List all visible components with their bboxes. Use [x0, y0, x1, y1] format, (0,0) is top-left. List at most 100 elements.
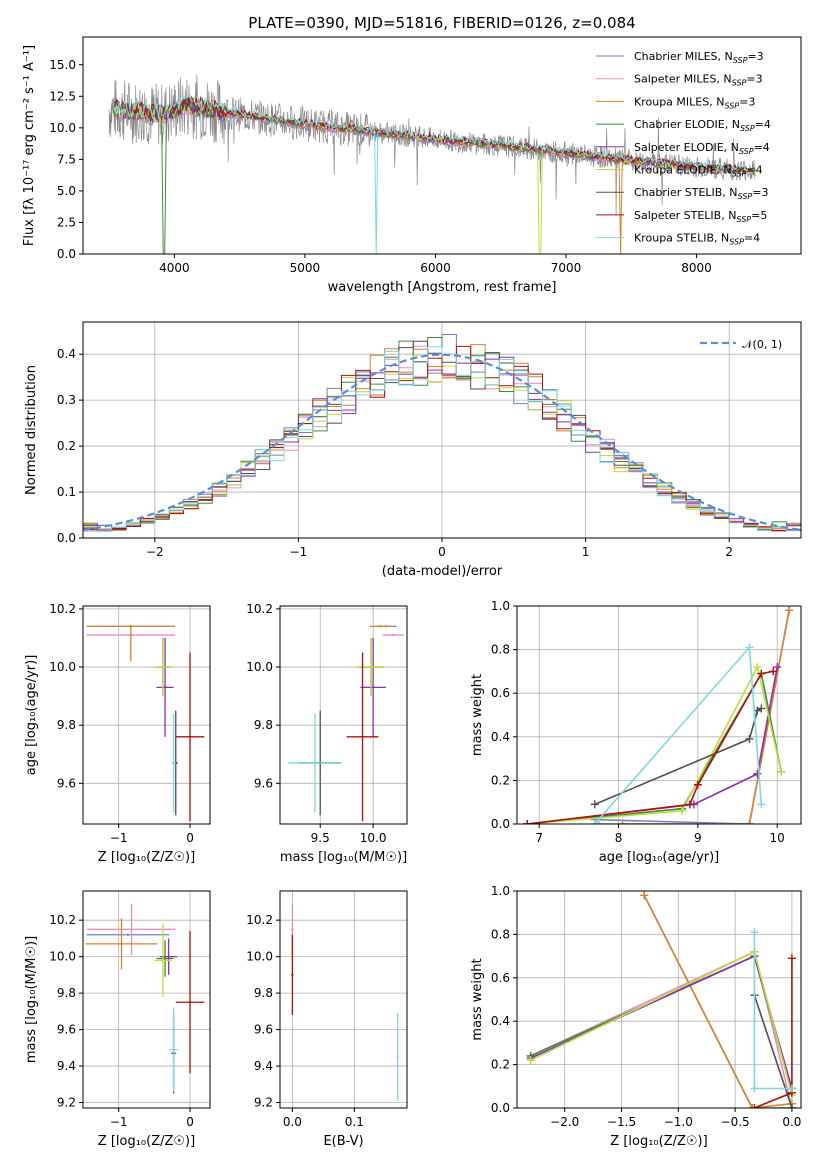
plus-marker — [750, 1084, 759, 1093]
x-axis-label: Z [log₁₀(Z/Z☉)] — [610, 1134, 707, 1149]
y-tick-label: 10.0 — [246, 660, 273, 674]
y-tick-label: 9.6 — [254, 1023, 273, 1037]
y-tick-label: 10.2 — [246, 602, 273, 616]
mass-vs-EBV-panel: 0.0 0.1 9.2 9.4 9.6 9.8 10.0 10.2 E(B-V) — [246, 890, 408, 1149]
x-tick-label: 0 — [186, 1115, 194, 1129]
y-tick-label: 9.6 — [57, 1023, 76, 1037]
data-point — [313, 761, 317, 765]
model-spectrum — [112, 96, 756, 171]
y-tick-label: 12.5 — [49, 89, 76, 103]
x-tick-label: 4000 — [159, 261, 190, 275]
weight-vs-age-grid — [517, 605, 801, 825]
mass-vs-Z-plot-area — [85, 903, 205, 1094]
age-vs-mass-plot-area — [288, 625, 404, 822]
mass-vs-EBV-grid — [280, 891, 407, 1108]
y-axis-label: Normed distribution — [24, 365, 39, 495]
weight-series — [622, 610, 790, 824]
weight-series — [527, 671, 782, 824]
y-axis-label: mass weight — [470, 674, 485, 756]
plus-marker — [590, 820, 599, 824]
plus-marker — [769, 667, 778, 676]
x-tick-label: 7000 — [551, 261, 582, 275]
weight-series — [530, 954, 793, 1089]
x-axis-label: Z [log₁₀(Z/Z☉)] — [98, 1134, 195, 1149]
y-tick-label: 0.1 — [57, 485, 76, 499]
x-tick-label: 9 — [694, 831, 702, 845]
y-tick-label: 10.2 — [246, 913, 273, 927]
residuals-frame — [82, 321, 802, 539]
plus-marker — [787, 1104, 796, 1108]
spectrum-panel: 4000 5000 6000 7000 8000 0.0 2.5 5.0 7.5 10.0 12.5… — [22, 14, 802, 295]
chart-title: PLATE=0390, MJD=51816, FIBERID=0126, z=0… — [248, 14, 635, 32]
data-point — [129, 625, 133, 628]
legend-label: Salpeter STELIB, NSSP=5 — [634, 209, 767, 224]
x-tick-label: 8000 — [681, 261, 712, 275]
spectrum-frame — [82, 36, 802, 255]
y-tick-label: 9.8 — [254, 986, 273, 1000]
data-point — [126, 933, 130, 936]
legend-label: Chabrier MILES, NSSP=3 — [634, 50, 764, 65]
plus-marker — [685, 800, 694, 809]
data-point — [396, 1055, 399, 1059]
x-tick-label: −1 — [290, 545, 308, 559]
mass-vs-Z-grid — [83, 891, 210, 1108]
y-tick-label: 10.0 — [49, 121, 76, 135]
residuals-panel: −2 −1 0 1 2 0.0 0.1 0.2 0.3 0.4 (data-model)/error… — [24, 321, 802, 579]
x-tick-label: 5000 — [290, 261, 321, 275]
data-point — [392, 633, 395, 637]
weight-series — [753, 994, 793, 1108]
x-tick-label: 10.0 — [360, 831, 387, 845]
plus-marker — [787, 954, 796, 963]
weight-series — [643, 894, 792, 1108]
y-tick-label: 9.4 — [254, 1059, 273, 1073]
normal-curve — [83, 353, 801, 531]
weight-series — [594, 707, 762, 806]
y-tick-label: 15.0 — [49, 58, 76, 72]
plus-marker — [757, 669, 766, 678]
y-axis-label: mass weight — [470, 958, 485, 1040]
plus-marker — [640, 891, 649, 900]
plus-marker — [750, 928, 759, 937]
weight-series — [530, 950, 793, 1096]
x-tick-label: 6000 — [420, 261, 451, 275]
spectrum-plot-area — [108, 74, 756, 254]
x-tick-label: 9.5 — [311, 831, 330, 845]
y-tick-label: 0.2 — [57, 439, 76, 453]
data-point — [130, 928, 133, 931]
plus-marker — [693, 780, 702, 789]
plus-marker — [748, 1104, 757, 1108]
age-vs-Z-frame — [82, 605, 211, 825]
y-tick-label: 2.5 — [57, 215, 76, 229]
y-tick-label: 9.2 — [254, 1096, 273, 1110]
data-point — [161, 959, 165, 962]
y-tick-label: 5.0 — [57, 184, 76, 198]
y-tick-label: 1.0 — [491, 884, 510, 898]
mass-vs-EBV-frame — [279, 890, 408, 1109]
age-vs-Z-panel: −1 0 9.6 9.8 10.0 10.2 Z [log₁₀(Z/Z☉)] age [log… — [24, 602, 211, 865]
mass-vs-Z-frame — [82, 890, 211, 1109]
x-tick-label: 0.0 — [782, 1115, 801, 1129]
y-tick-label: 0.0 — [57, 531, 76, 545]
plus-marker — [590, 800, 599, 809]
weight-series — [527, 666, 778, 824]
legend-label: Chabrier ELODIE, NSSP=4 — [634, 118, 771, 133]
y-tick-label: 0.0 — [491, 1101, 510, 1115]
weight-series — [527, 664, 782, 824]
plus-marker — [787, 1084, 796, 1093]
x-axis-label: Z [log₁₀(Z/Z☉)] — [98, 850, 195, 865]
legend-label: 𝒩(0, 1) — [742, 338, 782, 351]
y-tick-label: 9.2 — [57, 1096, 76, 1110]
plus-marker — [757, 800, 766, 809]
y-tick-label: 10.2 — [49, 913, 76, 927]
x-axis-label: E(B-V) — [323, 1134, 363, 1149]
age-vs-mass-frame — [279, 605, 408, 825]
y-tick-label: 9.6 — [57, 776, 76, 790]
plus-marker — [785, 606, 794, 615]
data-point — [291, 973, 294, 977]
mass-vs-Z-panel: −1 0 9.2 9.4 9.6 9.8 10.0 10.2 Z [log₁₀(Z/Z☉)] ma… — [24, 890, 211, 1149]
plus-marker — [678, 806, 687, 815]
y-tick-label: 1.0 — [491, 599, 510, 613]
weight-vs-Z-panel: −2.0 −1.5 −1.0 −0.5 0.0 0.0 0.2 0.4 0.6 0.8 1.0 Z [… — [470, 884, 802, 1149]
y-tick-label: 0.6 — [491, 971, 510, 985]
x-tick-label: 0 — [438, 545, 446, 559]
